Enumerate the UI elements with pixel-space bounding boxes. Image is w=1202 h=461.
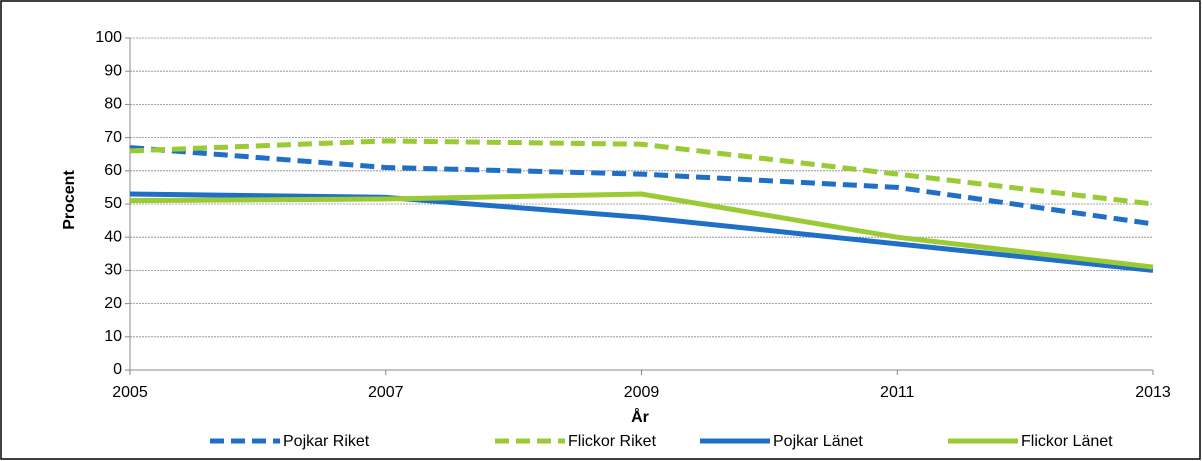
- x-tick-label: 2013: [1135, 384, 1171, 401]
- x-axis-label: År: [631, 407, 649, 426]
- legend-label: Pojkar Länet: [773, 433, 863, 450]
- x-tick-label: 2007: [368, 384, 404, 401]
- y-tick-label: 70: [104, 129, 122, 146]
- series-line: [129, 191, 1154, 270]
- x-tick-label: 2005: [112, 384, 148, 401]
- y-tick-label: 50: [104, 195, 122, 212]
- y-tick-label: 90: [104, 62, 122, 79]
- y-tick-label: 10: [104, 328, 122, 345]
- series-line: [129, 191, 1154, 273]
- y-tick-label: 20: [104, 295, 122, 312]
- series-line: [129, 138, 1154, 207]
- y-tick-label: 100: [95, 29, 122, 46]
- legend-label: Pojkar Riket: [283, 433, 370, 450]
- y-tick-label: 30: [104, 262, 122, 279]
- y-tick-label: 0: [113, 361, 122, 378]
- legend-label: Flickor Riket: [568, 433, 657, 450]
- y-axis-label: Procent: [61, 170, 78, 230]
- y-tick-label: 40: [104, 228, 122, 245]
- y-tick-label: 60: [104, 162, 122, 179]
- x-tick-label: 2009: [624, 384, 660, 401]
- legend-label: Flickor Länet: [1021, 433, 1113, 450]
- x-tick-label: 2011: [880, 384, 915, 401]
- series-line: [129, 145, 1154, 227]
- y-tick-label: 80: [104, 96, 122, 113]
